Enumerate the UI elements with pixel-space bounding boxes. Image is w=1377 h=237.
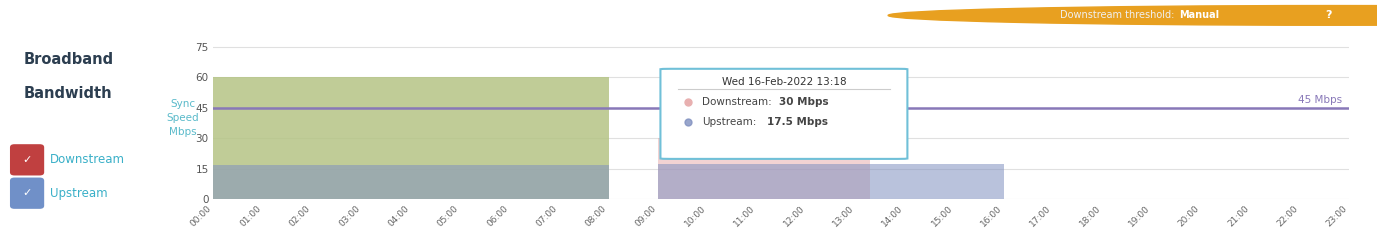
FancyBboxPatch shape — [10, 178, 44, 209]
Text: ?: ? — [1326, 10, 1332, 20]
Text: Upstream: Upstream — [50, 187, 107, 200]
Text: Downstream:: Downstream: — [702, 97, 772, 107]
Text: Downstream threshold:: Downstream threshold: — [1060, 10, 1177, 20]
Text: Wed 16-Feb-2022 13:18: Wed 16-Feb-2022 13:18 — [722, 77, 847, 87]
Text: Bandwidth: Bandwidth — [23, 87, 112, 101]
FancyBboxPatch shape — [661, 69, 907, 159]
Text: Broadband: Broadband — [23, 52, 113, 67]
Text: Upstream:: Upstream: — [702, 117, 757, 127]
Text: 17.5 Mbps: 17.5 Mbps — [767, 117, 829, 127]
Text: ✓: ✓ — [22, 155, 32, 165]
Circle shape — [888, 5, 1377, 25]
Text: ✓: ✓ — [22, 188, 32, 198]
Text: Downstream: Downstream — [50, 153, 125, 166]
Text: 30 Mbps: 30 Mbps — [779, 97, 829, 107]
FancyBboxPatch shape — [10, 144, 44, 175]
Text: Manual: Manual — [1179, 10, 1219, 20]
Text: Sync
Speed
Mbps: Sync Speed Mbps — [167, 99, 200, 137]
Text: 45 Mbps: 45 Mbps — [1299, 95, 1343, 105]
